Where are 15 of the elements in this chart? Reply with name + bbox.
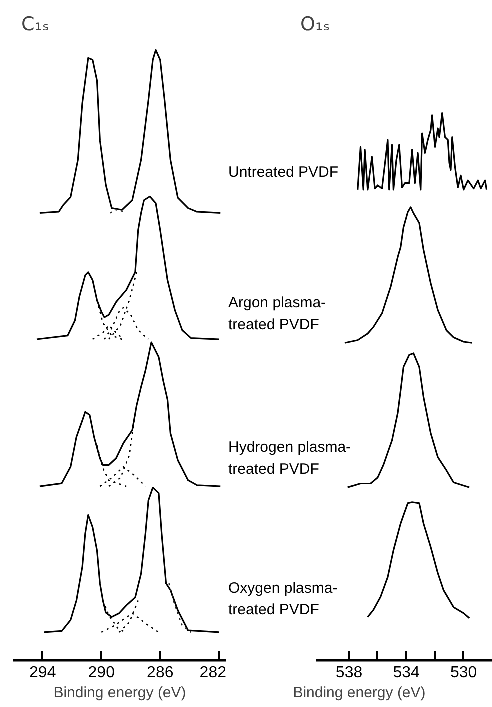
annotation: Argon plasma- treated PVDF xyxy=(228,294,326,334)
chart-title: O₁ₛ xyxy=(300,14,330,36)
x-tick-label: 534 xyxy=(393,664,420,682)
x-tick-label: 290 xyxy=(88,664,116,682)
x-tick-label: 294 xyxy=(30,664,56,682)
x-tick-label: 538 xyxy=(336,664,363,682)
x-tick-label: 282 xyxy=(200,664,227,682)
x-axis-title: Binding energy (eV) xyxy=(54,684,186,702)
x-tick-label: 530 xyxy=(450,664,478,682)
annotation: Untreated PVDF xyxy=(228,164,339,181)
annotation: Hydrogen plasma- treated PVDF xyxy=(228,439,352,478)
chart-title: C₁ₛ xyxy=(22,14,50,36)
x-tick-label: 286 xyxy=(147,664,174,682)
x-axis-title: Binding energy (eV) xyxy=(293,684,426,702)
annotation: Oxygen plasma- treated PVDF xyxy=(228,580,338,619)
